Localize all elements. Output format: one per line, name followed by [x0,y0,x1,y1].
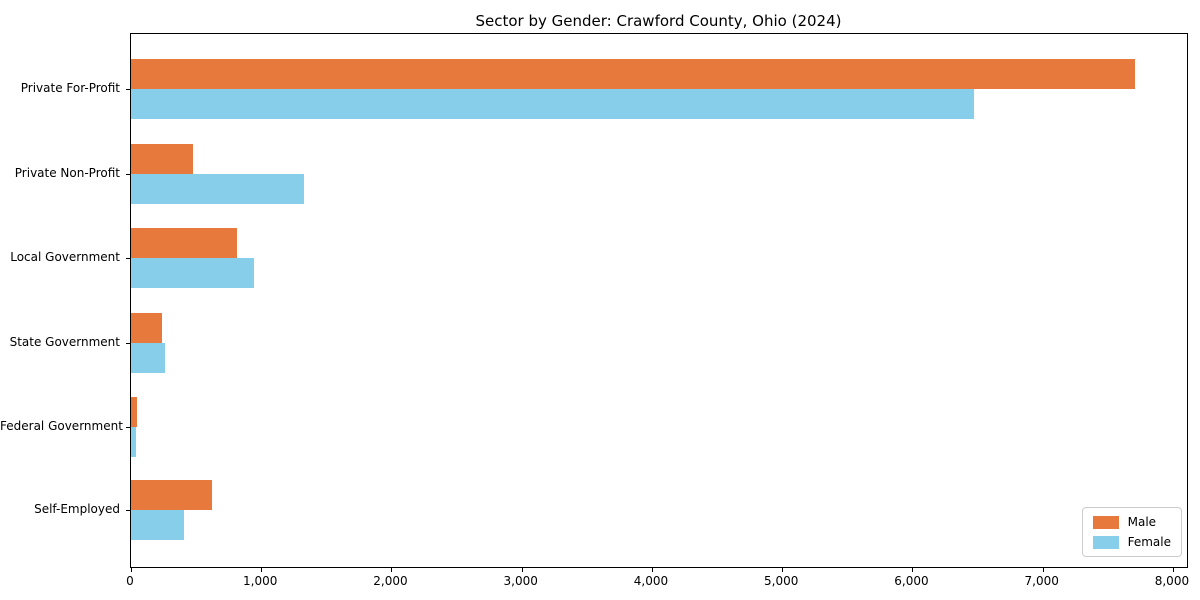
y-tick-mark [126,258,131,259]
x-tick-label: 7,000 [1024,574,1059,588]
legend-label-female: Female [1127,535,1171,549]
x-tick-mark [261,567,263,572]
y-tick-mark [126,89,131,90]
bar-female-private-non-profit [131,173,305,204]
y-tick-label: State Government [9,334,120,349]
bar-female-state-government [131,342,165,373]
x-tick-label: 4,000 [633,574,669,588]
x-tick-mark [651,567,653,572]
x-tick-mark [912,567,914,572]
y-tick-label: Local Government [10,250,120,264]
y-tick-mark [126,342,131,344]
x-tick-mark [1042,567,1044,572]
y-tick-label: Self-Employed [34,502,120,516]
x-tick-mark [782,567,784,572]
x-tick-mark [391,567,393,572]
x-tick-label: 3,000 [503,574,538,588]
y-tick-mark [126,510,131,511]
y-tick-mark [126,173,131,175]
y-tick-label: Private Non-Profit [14,165,120,180]
bar-female-local-government [131,258,255,288]
x-tick-label: 8,000 [1154,574,1190,588]
x-tick-label: 6,000 [894,574,929,588]
bar-male-local-government [131,228,238,258]
y-tick-mark [126,426,131,428]
bar-female-self-employed [131,510,184,540]
x-tick-label: 2,000 [373,574,408,588]
legend-label-male: Male [1127,515,1157,529]
legend-swatch-male [1092,515,1119,529]
chart-title: Sector by Gender: Crawford County, Ohio … [475,12,842,30]
bar-male-state-government [131,312,163,343]
bar-male-private-non-profit [131,143,193,174]
x-tick-label: 1,000 [243,574,278,588]
bar-female-federal-government [131,426,136,457]
x-tick-mark [1172,567,1174,572]
bar-male-private-for-profit [131,59,1136,89]
legend-swatch-female [1092,535,1119,549]
bar-female-private-for-profit [131,89,974,119]
x-tick-mark [131,567,132,572]
x-tick-label: 5,000 [764,574,799,588]
legend-entry-female: Female [1092,535,1171,549]
legend-entry-male: Male [1092,515,1171,529]
legend: Male Female [1081,507,1182,557]
plot-area: Male Female [126,33,1188,572]
x-tick-label: 0 [126,574,134,588]
y-tick-label: Federal Government [0,418,123,433]
bar-male-self-employed [131,480,212,510]
bar-male-federal-government [131,396,137,427]
x-tick-mark [521,567,523,572]
y-tick-label: Private For-Profit [20,81,120,95]
